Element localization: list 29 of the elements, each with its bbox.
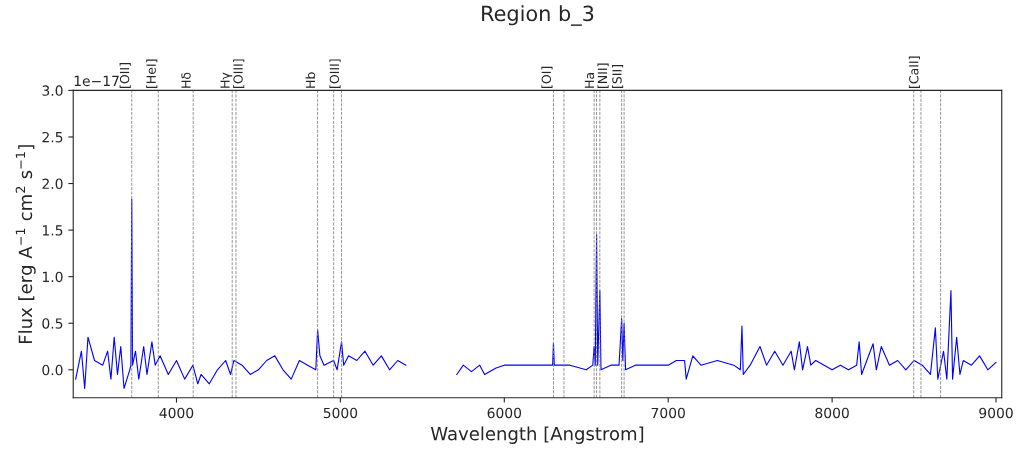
x-tick-label: 5000	[323, 407, 358, 419]
chart-title: Region b_3	[482, 5, 594, 26]
x-tick-label: 4000	[159, 407, 194, 419]
ref-line-label: Hγ	[220, 72, 233, 88]
ref-line-label: [NII]	[597, 63, 609, 88]
y-tick-label: 1.0	[42, 271, 63, 283]
ref-line-label: [OII]	[119, 63, 131, 88]
ref-line-label: [SII]	[612, 65, 624, 88]
ref-line-label: Hδ	[181, 72, 191, 88]
ref-line-label: [HeI]	[146, 59, 158, 88]
y-tick-label: 0.5	[42, 318, 63, 329]
x-tick-label: 9000	[979, 407, 1013, 419]
y-tick-label: 0.0	[42, 364, 63, 376]
y-tick-label: 3.0	[42, 85, 63, 96]
ref-line-label: Hb	[305, 72, 316, 88]
x-tick-label: 8000	[815, 407, 849, 419]
text: 1e−17	[74, 75, 119, 87]
ref-line-label: [CaII]	[908, 56, 920, 88]
x-tick-label: 7000	[651, 407, 685, 419]
y-tick-label: 1.5	[42, 225, 63, 236]
x-tick-label: 6000	[487, 407, 522, 419]
x-axis-title: Wavelength [Angstrom]	[430, 426, 644, 444]
y-tick-label: 2.0	[42, 178, 63, 190]
y-axis-title: Flux [erg A$^{−1}$ cm$^{2}$ s$^{−1}$]	[15, 145, 36, 343]
ref-line-label: [OIII]	[233, 59, 245, 88]
ref-line-label: Ha	[584, 73, 595, 88]
ref-line-label: [OIII]	[329, 59, 341, 88]
y-tick-label: 2.5	[42, 131, 63, 143]
ref-line-label: [OI]	[541, 66, 553, 88]
